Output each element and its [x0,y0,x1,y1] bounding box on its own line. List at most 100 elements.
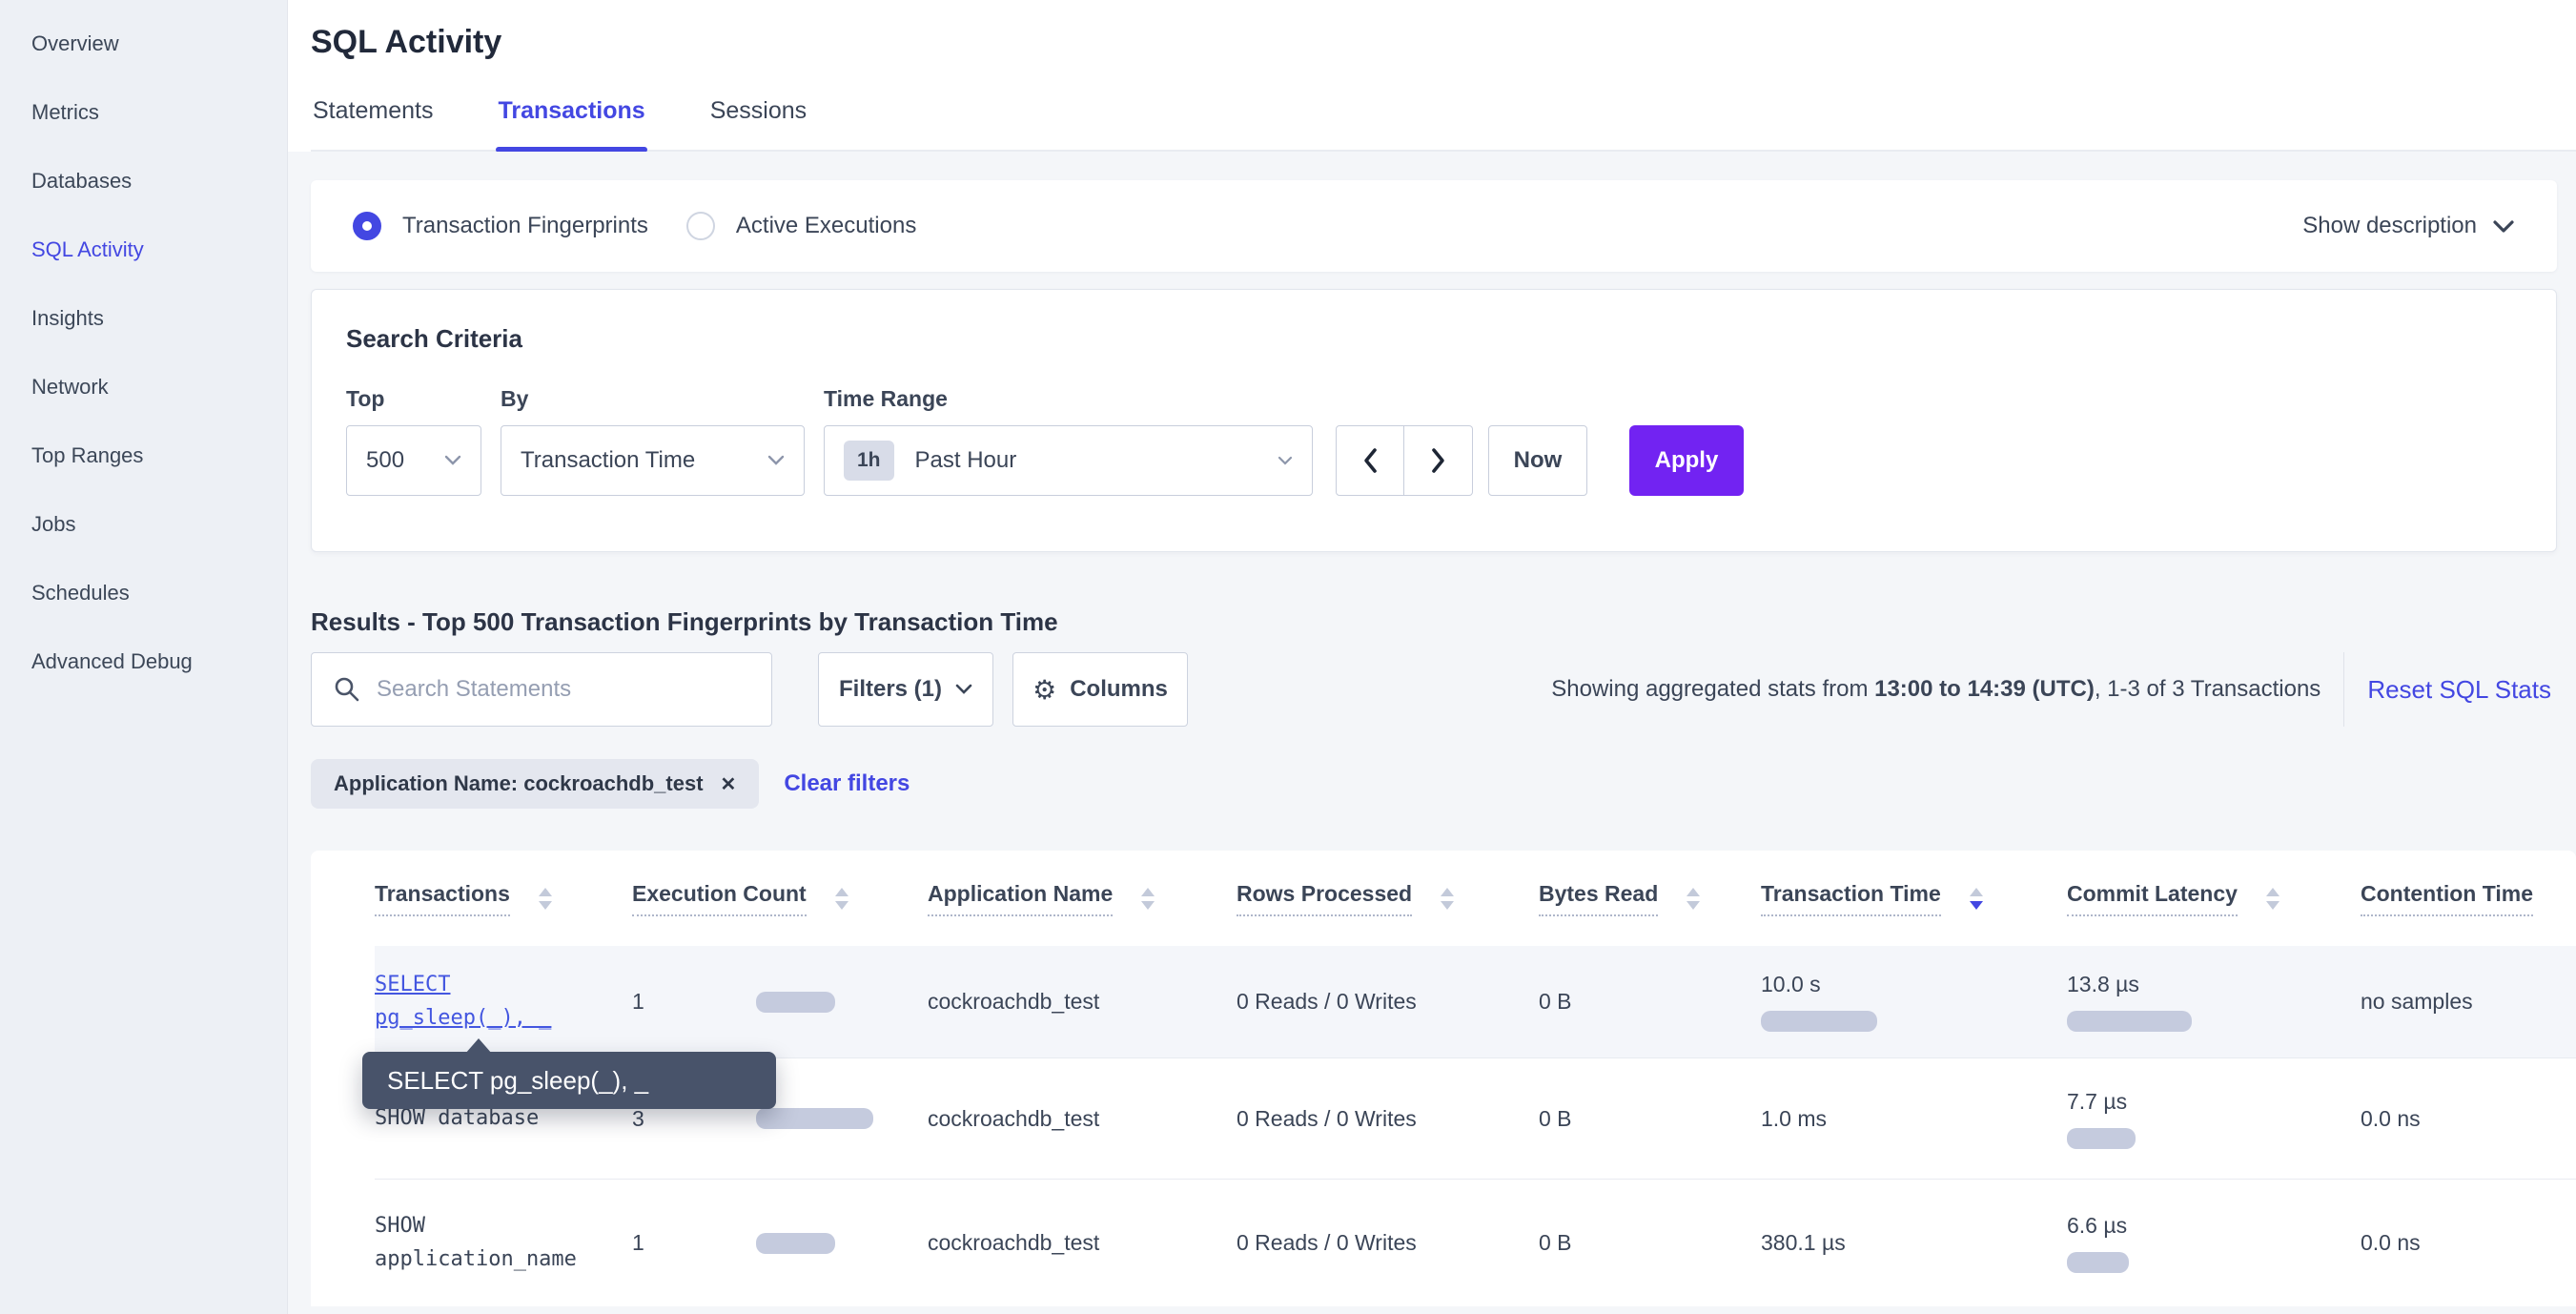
execution-count-bar [756,1108,873,1129]
showing-stats-text: Showing aggregated stats from 13:00 to 1… [1551,676,2320,703]
execution-count-bar [756,1232,835,1254]
column-header-transactions: Transactions [375,881,632,916]
column-header-commit-latency: Commit Latency [2067,881,2361,916]
view-mode-bar: Transaction Fingerprints Active Executio… [311,180,2557,272]
tab-sessions[interactable]: Sessions [709,97,808,124]
sidebar-item-sql-activity[interactable]: SQL Activity [31,237,144,261]
column-header-label[interactable]: Execution Count [632,881,807,916]
top-select-value: 500 [366,447,405,473]
column-header-label[interactable]: Contention Time [2361,881,2534,916]
sidebar-item-schedules[interactable]: Schedules [31,581,130,605]
contention-time-cell: 0.0 ns [2361,1105,2421,1131]
columns-button[interactable]: ⚙ Columns [1012,652,1188,727]
search-icon [335,677,359,702]
search-statements-input[interactable] [377,676,750,703]
commit-latency-bar [2067,1011,2192,1032]
time-range-field: Time Range 1h Past Hour [824,386,1313,496]
commit-latency-value: 7.7 µs [2067,1088,2128,1114]
results-toolbar: Filters (1) ⚙ Columns Showing aggregated… [311,652,2551,727]
commit-latency-value: 13.8 µs [2067,972,2139,996]
rows-processed-cell: 0 Reads / 0 Writes [1237,1105,1417,1131]
sort-icons-active-desc[interactable] [1969,887,1983,910]
application-name-cell: cockroachdb_test [928,989,1100,1014]
transaction-time-cell: 10.0 s [1761,972,2067,1032]
column-header-label[interactable]: Bytes Read [1539,881,1659,916]
transaction-fingerprint-text[interactable]: SHOW application_name [375,1214,577,1271]
page-header: SQL Activity Statements Transactions Ses… [288,0,2576,153]
show-description-label: Show description [2302,213,2477,238]
column-header-bytes-read: Bytes Read [1539,881,1761,916]
sort-icons[interactable] [2265,887,2280,910]
sidebar-item-network[interactable]: Network [31,375,109,399]
now-button[interactable]: Now [1488,425,1587,496]
query-tooltip: SELECT pg_sleep(_), _ [362,1038,776,1109]
chevron-down-icon [444,455,461,465]
radio-active-executions[interactable]: Active Executions [685,212,917,240]
top-select[interactable]: 500 [346,425,481,496]
search-statements-box [311,652,772,727]
chevron-down-icon [2493,219,2514,233]
transaction-time-value: 1.0 ms [1761,1105,1828,1131]
time-range-select[interactable]: 1h Past Hour [824,425,1313,496]
column-header-label[interactable]: Transaction Time [1761,881,1941,916]
execution-count-value: 1 [632,1230,644,1255]
search-criteria-heading: Search Criteria [346,324,522,353]
column-header-label[interactable]: Commit Latency [2067,881,2238,916]
sort-icons[interactable] [834,887,848,910]
tab-transactions[interactable]: Transactions [496,97,647,153]
filters-label: Filters (1) [838,676,943,702]
column-header-label[interactable]: Rows Processed [1237,881,1413,916]
radio-transaction-fingerprints[interactable]: Transaction Fingerprints [353,212,648,240]
application-name-cell: cockroachdb_test [928,1230,1100,1255]
table-header-row: Transactions Execution Count Application… [375,851,2576,946]
column-header-contention-time: Contention Time [2361,881,2576,916]
column-header-rows-processed: Rows Processed [1237,881,1539,916]
show-description-toggle[interactable]: Show description [2302,213,2515,239]
time-range-badge: 1h [844,441,894,481]
sort-icons[interactable] [1441,887,1455,910]
transaction-time-cell: 380.1 µs [1761,1230,2067,1256]
column-header-application-name: Application Name [928,881,1237,916]
sort-icons[interactable] [538,887,552,910]
sort-icons[interactable] [1141,887,1155,910]
by-select[interactable]: Transaction Time [501,425,805,496]
time-prev-button[interactable] [1336,425,1404,496]
sidebar-item-advanced-debug[interactable]: Advanced Debug [31,649,193,673]
rows-processed-cell: 0 Reads / 0 Writes [1237,989,1417,1014]
results-heading: Results - Top 500 Transaction Fingerprin… [311,607,1058,636]
filter-chip[interactable]: Application Name: cockroachdb_test ✕ [311,759,760,809]
commit-latency-cell: 7.7 µs [2067,1089,2361,1149]
clear-filters-link[interactable]: Clear filters [784,770,910,796]
chevron-left-icon [1364,448,1377,473]
tooltip-text: SELECT pg_sleep(_), _ [387,1065,649,1095]
content-area: Transaction Fingerprints Active Executio… [288,152,2576,1314]
criteria-fields: Top 500 By Transaction Time Time Range [346,386,2522,496]
sidebar-item-databases[interactable]: Databases [31,169,133,193]
time-next-button[interactable] [1404,425,1473,496]
search-criteria-panel: Search Criteria Top 500 By Transaction T… [311,289,2557,552]
radio-unselected-icon[interactable] [685,212,715,240]
transaction-fingerprint-link[interactable]: SELECT pg_sleep(_), _ [375,973,552,1030]
close-icon[interactable]: ✕ [720,773,737,795]
commit-latency-cell: 6.6 µs [2067,1213,2361,1273]
transaction-fingerprint-text[interactable]: SHOW database [375,1105,540,1130]
sidebar-item-metrics[interactable]: Metrics [31,100,99,124]
column-header-label[interactable]: Application Name [928,881,1114,916]
time-nav-group [1336,425,1473,496]
sidebar-item-top-ranges[interactable]: Top Ranges [31,443,144,467]
radio-label: Active Executions [735,213,917,238]
commit-latency-cell: 13.8 µs [2067,972,2361,1032]
sidebar-item-overview[interactable]: Overview [31,31,119,55]
tab-statements[interactable]: Statements [313,97,434,124]
apply-button[interactable]: Apply [1629,425,1744,496]
column-header-label[interactable]: Transactions [375,881,510,916]
transaction-time-cell: 1.0 ms [1761,1106,2067,1132]
sidebar-item-insights[interactable]: Insights [31,306,104,330]
radio-selected-icon[interactable] [353,212,381,240]
chevron-right-icon [1431,448,1444,473]
filters-button[interactable]: Filters (1) [818,652,993,727]
sort-icons[interactable] [1687,887,1701,910]
sidebar-item-jobs[interactable]: Jobs [31,512,76,536]
reset-sql-stats-link[interactable]: Reset SQL Stats [2367,674,2551,704]
